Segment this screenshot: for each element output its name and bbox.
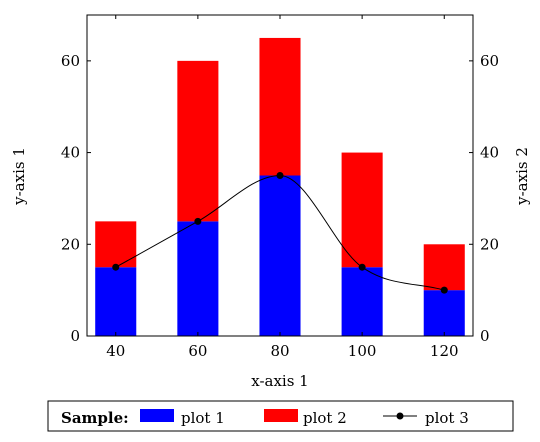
bar-series1-x40 [95, 267, 137, 336]
line-point-x100 [358, 263, 366, 271]
y-tick-label-40: 40 [61, 144, 80, 162]
labels-layer: x-axis 1 y-axis 1 y-axis 2 [10, 147, 531, 390]
x-tick-label-40: 40 [106, 342, 125, 360]
x-axis-title: x-axis 1 [251, 372, 308, 390]
x-tick-label-120: 120 [430, 342, 459, 360]
legend-label-plot-3: plot 3 [425, 409, 469, 427]
bar-series2-x100 [341, 152, 383, 268]
line-point-x60 [194, 217, 202, 225]
x-tick-label-80: 80 [270, 342, 289, 360]
y-tick-label-0: 0 [70, 327, 80, 345]
y-right-tick-label-20: 20 [480, 235, 499, 253]
x-tick-label-100: 100 [348, 342, 377, 360]
y-axis-right-title: y-axis 2 [513, 147, 531, 206]
line-point-x80 [276, 172, 284, 179]
bar-series2-x60 [177, 60, 219, 222]
bar-series2-x40 [95, 221, 137, 268]
line-layer [112, 172, 448, 294]
bar-series2-x80 [259, 37, 301, 176]
y-right-tick-label-40: 40 [480, 144, 499, 162]
legend-swatch-plot-2 [264, 409, 298, 422]
bar-series2-x120 [423, 244, 465, 291]
x-tick-label-60: 60 [188, 342, 207, 360]
y-tick-label-20: 20 [61, 235, 80, 253]
bar-series1-x100 [341, 267, 383, 336]
legend-label-plot-2: plot 2 [303, 409, 347, 427]
y-right-tick-label-60: 60 [480, 52, 499, 70]
line-point-x40 [112, 263, 120, 271]
y-tick-label-60: 60 [61, 52, 80, 70]
bar-series1-x60 [177, 221, 219, 336]
legend: Sample: plot 1 plot 2 plot 3 [47, 400, 514, 432]
bar-series1-x120 [423, 290, 465, 336]
legend-label-plot-1: plot 1 [181, 409, 225, 427]
legend-title: Sample: [61, 409, 129, 427]
y-axis-title: y-axis 1 [10, 147, 28, 206]
y-right-tick-label-0: 0 [480, 327, 490, 345]
line-point-x120 [440, 286, 448, 294]
axes-layer: 40 60 80 100 120 0 20 40 60 0 20 40 60 [61, 14, 499, 360]
legend-marker-plot-3 [396, 412, 404, 420]
bars-layer [95, 37, 465, 336]
legend-swatch-plot-1 [140, 409, 174, 422]
bar-series1-x80 [259, 175, 301, 336]
